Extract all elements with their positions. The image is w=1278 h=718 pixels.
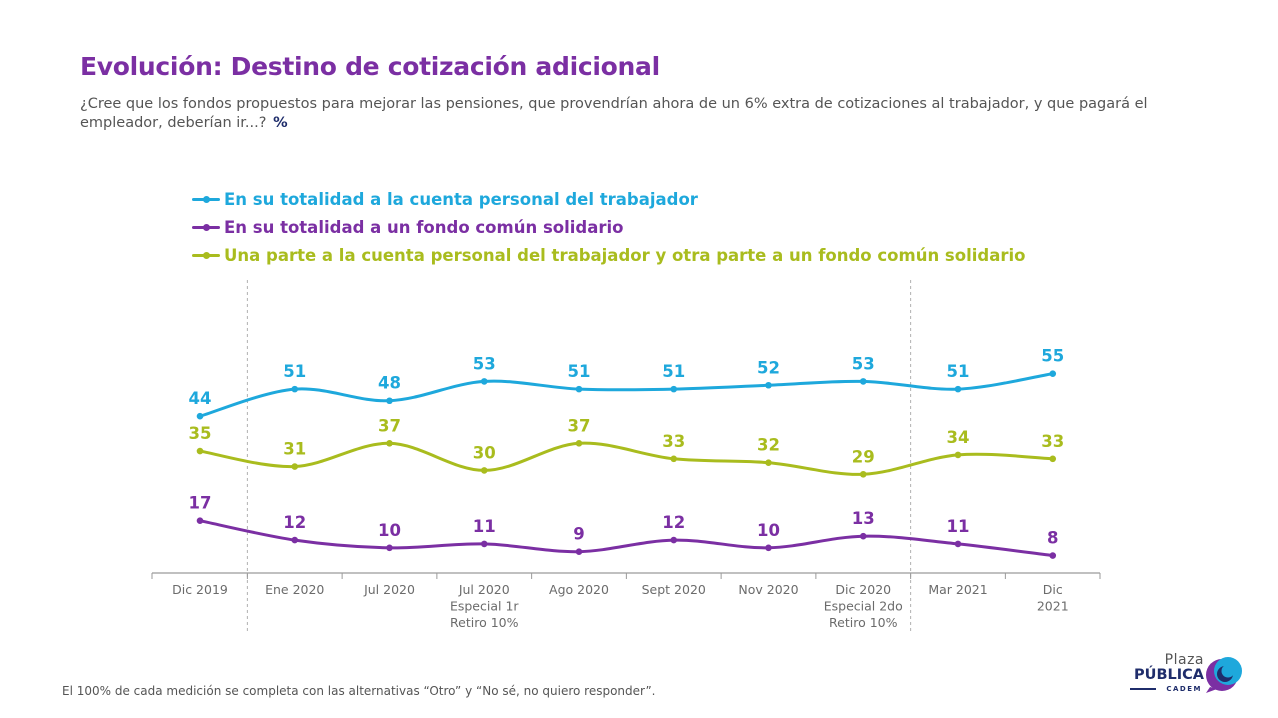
data-point <box>575 548 583 555</box>
data-label: 51 <box>947 362 970 381</box>
legend-label-series-2: En su totalidad a un fondo común solidar… <box>224 217 624 237</box>
data-label: 11 <box>473 517 496 536</box>
data-point <box>291 463 299 470</box>
data-point <box>291 385 299 393</box>
series-line-1 <box>198 372 1055 418</box>
data-point <box>670 385 678 393</box>
data-point <box>575 385 583 393</box>
legend-label-series-1: En su totalidad a la cuenta personal del… <box>224 189 698 209</box>
data-label: 51 <box>568 362 591 381</box>
x-tick-label: Ene 2020 <box>265 582 324 597</box>
data-label: 53 <box>852 354 875 373</box>
legend-item-series-2: En su totalidad a un fondo común solidar… <box>192 213 1025 241</box>
x-tick-label: Sept 2020 <box>642 582 706 597</box>
data-label: 53 <box>473 354 496 373</box>
data-point <box>480 467 488 474</box>
data-point <box>386 397 393 405</box>
data-point <box>1049 552 1057 559</box>
data-point <box>480 378 488 385</box>
legend-swatch-series-3 <box>192 250 220 260</box>
data-point <box>954 385 962 393</box>
data-label: 12 <box>662 513 685 532</box>
data-label: 55 <box>1041 347 1064 366</box>
data-label: 51 <box>283 362 306 381</box>
x-tick-label: Dic 2021 <box>1037 582 1069 614</box>
data-label: 10 <box>757 521 780 540</box>
x-tick-label: Jul 2020 Especial 1r Retiro 10% <box>450 582 519 630</box>
logo-underline <box>1130 688 1156 690</box>
data-label: 13 <box>852 509 875 528</box>
legend-item-series-1: En su totalidad a la cuenta personal del… <box>192 185 1025 213</box>
data-point <box>386 544 393 552</box>
x-tick-label: Nov 2020 <box>738 582 798 597</box>
data-point <box>859 378 867 385</box>
logo-text-cadem: CADEM <box>1166 685 1202 693</box>
data-point <box>859 532 867 540</box>
x-tick-label: Mar 2021 <box>928 582 987 597</box>
legend-swatch-series-2 <box>192 222 220 232</box>
x-tick-label: Dic 2020 Especial 2do Retiro 10% <box>824 582 903 630</box>
data-label: 52 <box>757 358 780 377</box>
data-point <box>196 447 204 455</box>
data-point <box>1049 370 1057 377</box>
series-line-3 <box>198 441 1055 476</box>
data-point <box>765 459 772 466</box>
data-label: 33 <box>1041 432 1064 451</box>
data-label: 37 <box>378 416 401 435</box>
data-label: 32 <box>757 436 780 455</box>
legend-label-series-3: Una parte a la cuenta personal del traba… <box>224 245 1026 265</box>
x-tick-label: Jul 2020 <box>363 582 415 597</box>
data-point <box>480 540 488 548</box>
logo-text-plaza: Plaza <box>1164 652 1204 668</box>
data-point <box>859 470 867 478</box>
data-label: 30 <box>473 443 496 462</box>
data-label: 31 <box>283 440 306 459</box>
speech-bubble-icon <box>1206 657 1242 693</box>
survey-question: ¿Cree que los fondos propuestos para mej… <box>80 95 1190 133</box>
data-label: 12 <box>283 513 306 532</box>
chart-legend: En su totalidad a la cuenta personal del… <box>192 185 1025 269</box>
legend-item-series-3: Una parte a la cuenta personal del traba… <box>192 241 1025 269</box>
series-line-2 <box>198 519 1055 557</box>
data-point <box>386 440 393 447</box>
data-point <box>670 455 678 463</box>
data-point <box>196 412 204 420</box>
data-label: 44 <box>189 389 212 408</box>
logo-text-publica: PÚBLICA <box>1134 667 1204 683</box>
data-point <box>954 451 962 459</box>
data-label: 8 <box>1047 529 1058 548</box>
question-text: ¿Cree que los fondos propuestos para mej… <box>80 96 1148 131</box>
data-point <box>1049 455 1057 463</box>
x-tick-label: Ago 2020 <box>549 582 609 597</box>
data-label: 51 <box>662 362 685 381</box>
data-label: 48 <box>378 374 401 393</box>
data-point <box>196 517 204 525</box>
x-tick-label: Dic 2019 <box>172 582 228 597</box>
data-label: 37 <box>568 416 591 435</box>
data-label: 29 <box>852 447 875 466</box>
data-point <box>670 536 678 544</box>
data-label: 34 <box>947 428 970 447</box>
data-point <box>291 536 299 544</box>
data-point <box>954 540 962 548</box>
footnote: El 100% de cada medición se completa con… <box>62 684 656 698</box>
unit-label: % <box>273 115 288 131</box>
data-label: 11 <box>947 517 970 536</box>
data-label: 35 <box>189 424 212 443</box>
data-point <box>575 440 583 447</box>
data-label: 10 <box>378 521 401 540</box>
data-point <box>765 381 772 389</box>
data-point <box>765 544 772 552</box>
plaza-publica-cadem-logo: Plaza PÚBLICA CADEM <box>1124 652 1248 700</box>
data-label: 33 <box>662 432 685 451</box>
data-label: 17 <box>189 494 212 513</box>
legend-swatch-series-1 <box>192 194 220 204</box>
page-title: Evolución: Destino de cotización adicion… <box>80 52 660 81</box>
data-label: 9 <box>573 525 584 544</box>
